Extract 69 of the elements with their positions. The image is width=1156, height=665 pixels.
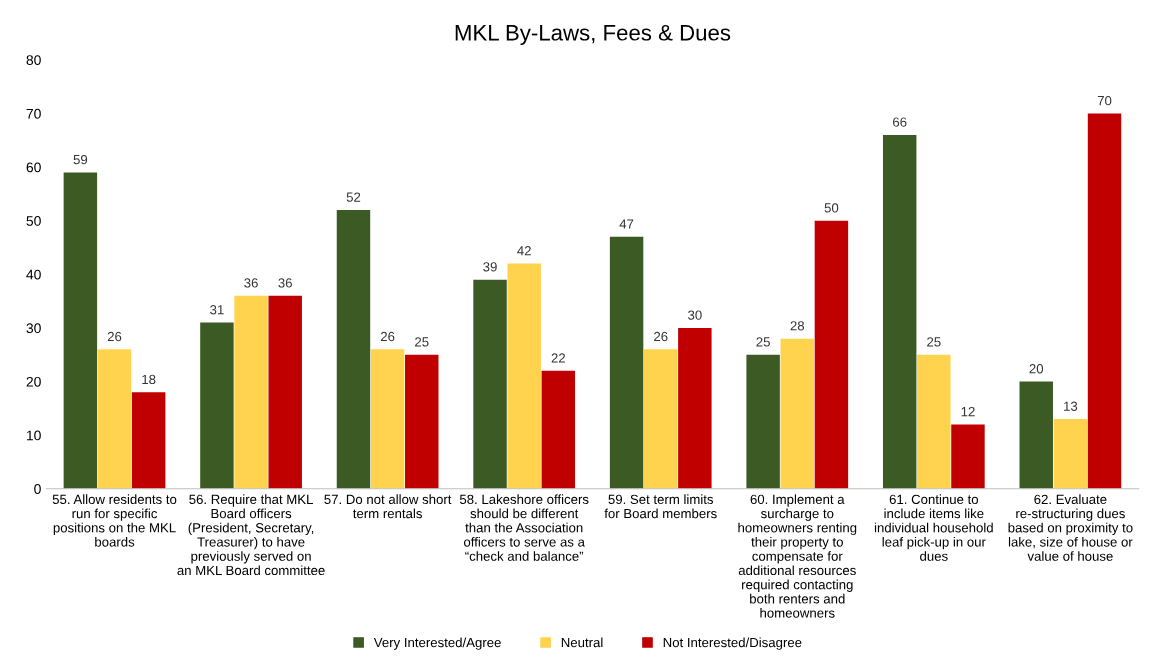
bar: [1053, 419, 1088, 489]
y-tick-label: 0: [34, 484, 41, 494]
data-label: 25: [927, 337, 941, 347]
y-tick-label: 70: [26, 108, 41, 119]
bar: [746, 354, 780, 489]
x-tick-label: 59. Set term limits for Board members: [604, 494, 717, 519]
category-label: 60. Implement a surcharge to homeowners renting their property to compensate for additional resources required contacting both renters and homeowners: [738, 494, 857, 618]
data-label: 18: [142, 374, 156, 385]
x-tick-label: 55. Allow residents to run for specific positions on the MKL boards: [52, 494, 177, 547]
y-tick-label: 50: [26, 216, 41, 226]
y-tick-label: 40: [26, 269, 41, 280]
data-label: 39: [483, 262, 497, 272]
data-label: 28: [790, 321, 805, 331]
data-label: 52: [346, 192, 361, 202]
bar: [97, 349, 132, 489]
data-label: 26: [380, 331, 395, 342]
bar: [917, 354, 951, 489]
bar: [814, 220, 849, 489]
data-label: 36: [278, 278, 292, 288]
x-tick-label: 62. Evaluate re-structuring dues based on proximity to lake, size of house or value of house: [1008, 494, 1133, 561]
data-label: 20: [1029, 364, 1044, 374]
bar: [1087, 113, 1122, 489]
bar: [268, 295, 302, 489]
data-label: 66: [893, 117, 907, 127]
data-label: 26: [107, 331, 122, 342]
bar: [131, 392, 166, 489]
data-label: 31: [210, 305, 224, 315]
bar: [780, 338, 815, 489]
data-label: 70: [1097, 95, 1112, 106]
y-tick-label: 30: [26, 323, 41, 334]
data-label: 22: [551, 353, 565, 363]
bar: [951, 424, 985, 489]
bar: [336, 209, 371, 489]
data-label: 12: [961, 406, 975, 417]
y-tick-label: 80: [26, 55, 41, 66]
bar: [370, 349, 405, 489]
data-label: 59: [73, 154, 88, 165]
bar: [1019, 381, 1053, 489]
data-label: 36: [244, 278, 258, 288]
x-tick-label: 57. Do not allow short term rentals: [324, 494, 452, 519]
x-tick-label: 61. Continue to include items like individual household leaf pick-up in our dues: [874, 494, 993, 561]
chart-title: MKL By-Laws, Fees & Dues: [455, 25, 731, 46]
legend-label: Neutral: [561, 637, 603, 648]
y-tick-label: 20: [26, 376, 41, 387]
bar: [405, 354, 439, 489]
data-label: 25: [415, 337, 429, 347]
data-label: 42: [517, 246, 531, 256]
bar: [882, 134, 917, 489]
bar: [63, 172, 98, 489]
data-label: 13: [1064, 401, 1078, 411]
y-tick-label: 10: [26, 430, 41, 441]
data-label: 47: [619, 219, 634, 229]
bar: [507, 263, 541, 489]
bar: [473, 279, 507, 489]
bar: [609, 236, 644, 489]
x-tick-label: 56. Require that MKL Board officers (President, Secretary, Treasurer) to have previously served on an MKL Board committee: [177, 494, 325, 576]
bar: [234, 295, 268, 489]
bar: [200, 322, 234, 489]
y-tick-label: 60: [26, 162, 41, 173]
legend-label: Very Interested/Agree: [373, 637, 501, 650]
bar: [541, 370, 576, 489]
bar: [644, 349, 678, 489]
x-tick-label: 58. Lakeshore officers should be different than the Association officers to serve as a “check and balance”: [459, 494, 589, 561]
legend-label: Not Interested/Disagree: [663, 637, 802, 650]
data-label: 26: [654, 331, 668, 342]
data-label: 25: [756, 337, 770, 347]
data-label: 50: [824, 203, 839, 213]
bar: [678, 327, 712, 489]
data-label: 30: [688, 310, 702, 320]
